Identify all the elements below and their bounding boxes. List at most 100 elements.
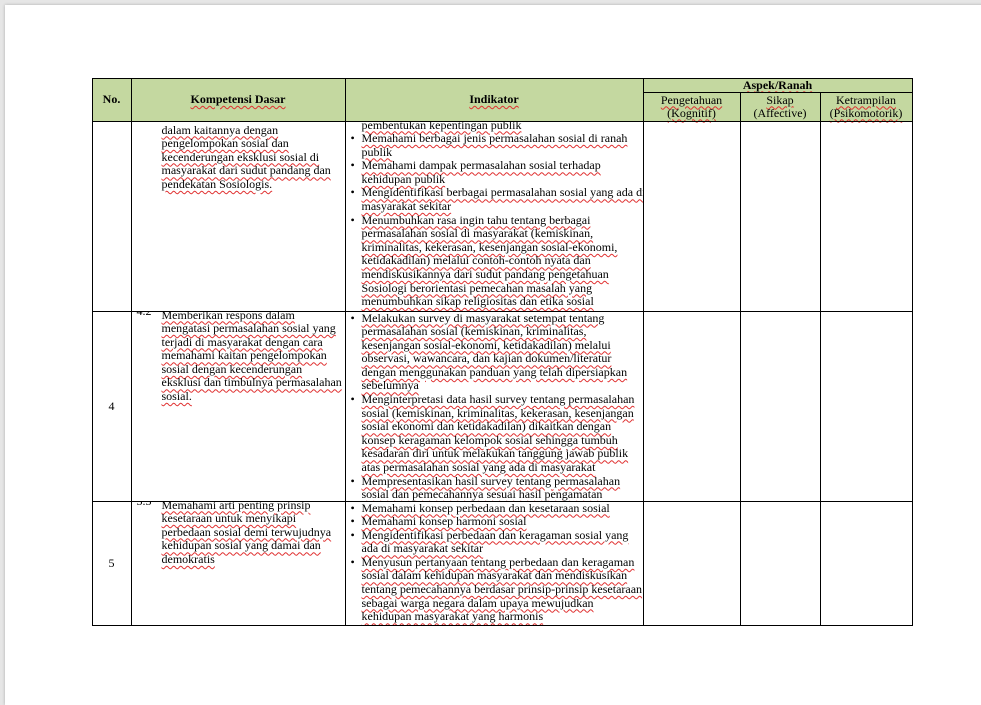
indikator-line: Memahami konsep harmoni sosial <box>361 514 527 529</box>
indikator-line: Memahami konsep perbedaan dan kesetaraan… <box>361 500 610 515</box>
kompetensi-line: mengatasi permasalahan sosial yang <box>161 321 336 336</box>
cell-pengetahuan <box>642 120 741 312</box>
cell-pengetahuan <box>642 310 741 502</box>
bullet-icon: • <box>350 554 355 569</box>
indikator-line: kesadaran diri untuk melakukan tanggung … <box>361 446 629 461</box>
indikator-list: pembentukan kepentingan publik • Memahami … <box>346 120 643 309</box>
indikator-line: sebagai warga negara dalam upaya mewujud… <box>361 595 594 610</box>
kompetensi-line: perbedaan sosial demi terwujudnya <box>161 524 332 539</box>
indikator-item: • Melakukan survey di masyarakat setempat… <box>346 312 643 394</box>
cell-indikator: • Memahami konsep perbedaan dan kesetaraa… <box>344 500 644 626</box>
indikator-line: kehidupan publik <box>361 171 446 186</box>
indikator-item: • Memahami berbagai jenis permasalahan so… <box>346 131 643 159</box>
kompetensi-text: 3.3 Memahami arti penting prinsip kesetara… <box>132 500 345 567</box>
indikator-item: pembentukan kepentingan publik <box>346 120 643 133</box>
indikator-line: Memahami berbagai jenis permasalahan sos… <box>361 131 628 146</box>
bullet-icon: • <box>350 185 355 200</box>
bullet-icon: • <box>350 212 355 227</box>
indikator-item: • Memahami konsep perbedaan dan kesetaraa… <box>346 502 643 516</box>
kompetensi-line: eksklusi dan timbulnya permasalahan <box>161 375 342 390</box>
competency-table: No. Kompetensi Dasar Indikator Aspek/Ran… <box>91 77 913 626</box>
indikator-line: kriminalitas, kekerasan, kesenjangan sos… <box>361 239 618 254</box>
header-pengetahuan-label: Pengetahuan <box>660 92 723 107</box>
indikator-item: • Menyusun pertanyaan tentang perbedaan d… <box>346 554 643 624</box>
indikator-item: • Memahami dampak permasalahan sosial ter… <box>346 159 643 186</box>
indikator-line: sosial dalam kehidupan masyarakat dan me… <box>361 568 628 583</box>
indikator-line: dengan menggunakan panduan yang telah di… <box>361 364 628 379</box>
indikator-line: sosial ekonomi dan ketidakadilan) dikait… <box>361 419 612 434</box>
bullet-icon: • <box>350 473 355 488</box>
indikator-line: Mempresentasikan hasil survey tentang pe… <box>361 473 621 488</box>
kompetensi-line: kecenderungan eksklusi sosial di <box>161 149 320 164</box>
kompetensi-line: Memberikan respons dalam <box>161 310 295 322</box>
document-page: No. Kompetensi Dasar Indikator Aspek/Ran… <box>5 5 981 705</box>
kompetensi-line: kehidupan sosial yang damai dan <box>161 538 321 553</box>
bullet-icon: • <box>350 158 355 173</box>
cell-no: 5 <box>91 500 132 626</box>
header-aspek-label: Aspek/Ranah <box>742 77 813 92</box>
kompetensi-code: 4.2 <box>136 310 152 318</box>
kompetensi-code: 3.3 <box>136 500 152 508</box>
indikator-line: ada di masyarakat sekitar <box>361 541 484 556</box>
indikator-item: • Memahami konsep harmoni sosial <box>346 514 643 529</box>
header-ketrampilan-label: Ketrampilan <box>836 92 896 107</box>
header-no-label: No. <box>102 92 121 106</box>
indikator-line: permasalahan sosial di masyarakat (kemis… <box>361 226 594 241</box>
cell-ketrampilan <box>819 310 913 502</box>
bullet-icon: • <box>350 514 355 529</box>
indikator-list: • Melakukan survey di masyarakat setempat… <box>346 312 643 501</box>
header-pengetahuan-sub: (Kognitif) <box>667 105 716 120</box>
row-number: 5 <box>108 555 115 570</box>
indikator-line: tentang pemecahannya berdasar prinsip-pr… <box>361 582 643 597</box>
row-number: 4 <box>108 398 115 413</box>
kompetensi-line: memahami kaitan pengelompokan <box>161 348 327 363</box>
kompetensi-line: pendekatan Sosiologis. <box>161 176 273 191</box>
indikator-item: • Mempresentasikan hasil survey tentang p… <box>346 473 643 500</box>
kompetensi-text: dalam kaitannya dengan pengelompokan sosi… <box>132 122 345 192</box>
indikator-line: kesenjangan sosial-ekonomi, ketidakadila… <box>361 337 611 352</box>
cell-no: 4 <box>91 310 132 502</box>
bullet-icon: • <box>350 392 355 407</box>
cell-kompetensi: 4.2 Memberikan respons dalam mengatasi per… <box>130 310 346 502</box>
cell-kompetensi: dalam kaitannya dengan pengelompokan sosi… <box>130 120 346 312</box>
indikator-list: • Memahami konsep perbedaan dan kesetaraa… <box>346 502 643 624</box>
header-kompetensi: Kompetensi Dasar <box>130 77 346 122</box>
cell-kompetensi: 3.3 Memahami arti penting prinsip kesetara… <box>130 500 346 626</box>
indikator-line: publik <box>361 144 393 159</box>
indikator-line: kehidupan masyarakat yang harmonis <box>361 609 544 624</box>
indikator-line: Melakukan survey di masyarakat setempat … <box>361 310 605 325</box>
kompetensi-line: sosial dengan kecenderungan <box>161 361 303 376</box>
indikator-line: atas permasalahan sosial yang ada di mas… <box>361 460 596 475</box>
indikator-line: Menumbuhkan rasa ingin tahu tentang berb… <box>361 212 591 227</box>
kompetensi-line: Memahami arti penting prinsip <box>161 500 311 512</box>
indikator-line: sebelumnya <box>361 378 419 393</box>
header-sikap: Sikap (Affective) <box>739 91 821 122</box>
header-ketrampilan-sub: (Psikomotorik) <box>829 105 903 120</box>
kompetensi-line: dalam kaitannya dengan <box>161 122 279 137</box>
header-pengetahuan: Pengetahuan (Kognitif) <box>642 91 741 122</box>
indikator-line: Menginterpretasi data hasil survey tenta… <box>361 392 635 407</box>
cell-no <box>91 120 132 312</box>
bullet-icon: • <box>350 310 355 325</box>
header-no: No. <box>91 77 132 122</box>
kompetensi-line: sosial. <box>161 389 192 404</box>
indikator-line: permasalahan sosial (kemiskinan, krimina… <box>361 324 587 339</box>
indikator-line: masyarakat sekitar <box>361 199 452 214</box>
indikator-line: Memahami dampak permasalahan sosial terh… <box>361 158 601 173</box>
indikator-line: Sosiologi berorientasi pemecahan masalah… <box>361 280 593 295</box>
kompetensi-line: pengelompokan sosial dan <box>161 136 289 151</box>
bullet-icon: • <box>350 131 355 146</box>
header-sikap-label: Sikap <box>766 92 794 107</box>
indikator-line: konsep keragaman kelompok sosial sehingg… <box>361 432 618 447</box>
indikator-line: Menyusun pertanyaan tentang perbedaan da… <box>361 554 635 569</box>
indikator-line: mendiskusikannya dari sudut pandang peng… <box>361 267 609 282</box>
kompetensi-line: terjadi di masyarakat dengan cara <box>161 334 323 349</box>
cell-indikator: pembentukan kepentingan publik • Memahami … <box>344 120 644 312</box>
indikator-line: pembentukan kepentingan publik <box>361 120 522 132</box>
indikator-item: • Menginterpretasi data hasil survey tent… <box>346 392 643 475</box>
cell-ketrampilan <box>819 120 913 312</box>
kompetensi-text: 4.2 Memberikan respons dalam mengatasi per… <box>132 310 345 404</box>
indikator-line: ketidakadilan) melalui contoh-contoh nya… <box>361 253 591 268</box>
header-ketrampilan: Ketrampilan (Psikomotorik) <box>819 91 913 122</box>
indikator-line: observasi, wawancara, dan kajian dokumen… <box>361 351 612 366</box>
